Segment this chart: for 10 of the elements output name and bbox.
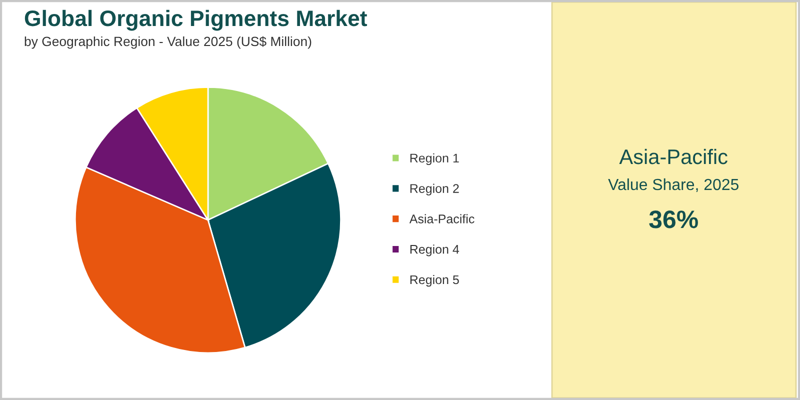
legend-label: Region 5 [410,274,459,287]
text: Value Share, 2025 [608,178,739,192]
legend-label: Asia-Pacific [409,214,474,224]
chart-title: Global Organic Pigments Market [24,10,368,31]
legend-label: Region 2 [410,184,459,196]
text: Asia-Pacific [619,148,728,164]
chart-subtitle: by Geographic Region - Value 2025 (US$ Million) [24,36,312,49]
text: 36% [649,210,698,228]
legend-label: Region 4 [410,244,460,256]
legend-label: Region 1 [410,153,459,166]
